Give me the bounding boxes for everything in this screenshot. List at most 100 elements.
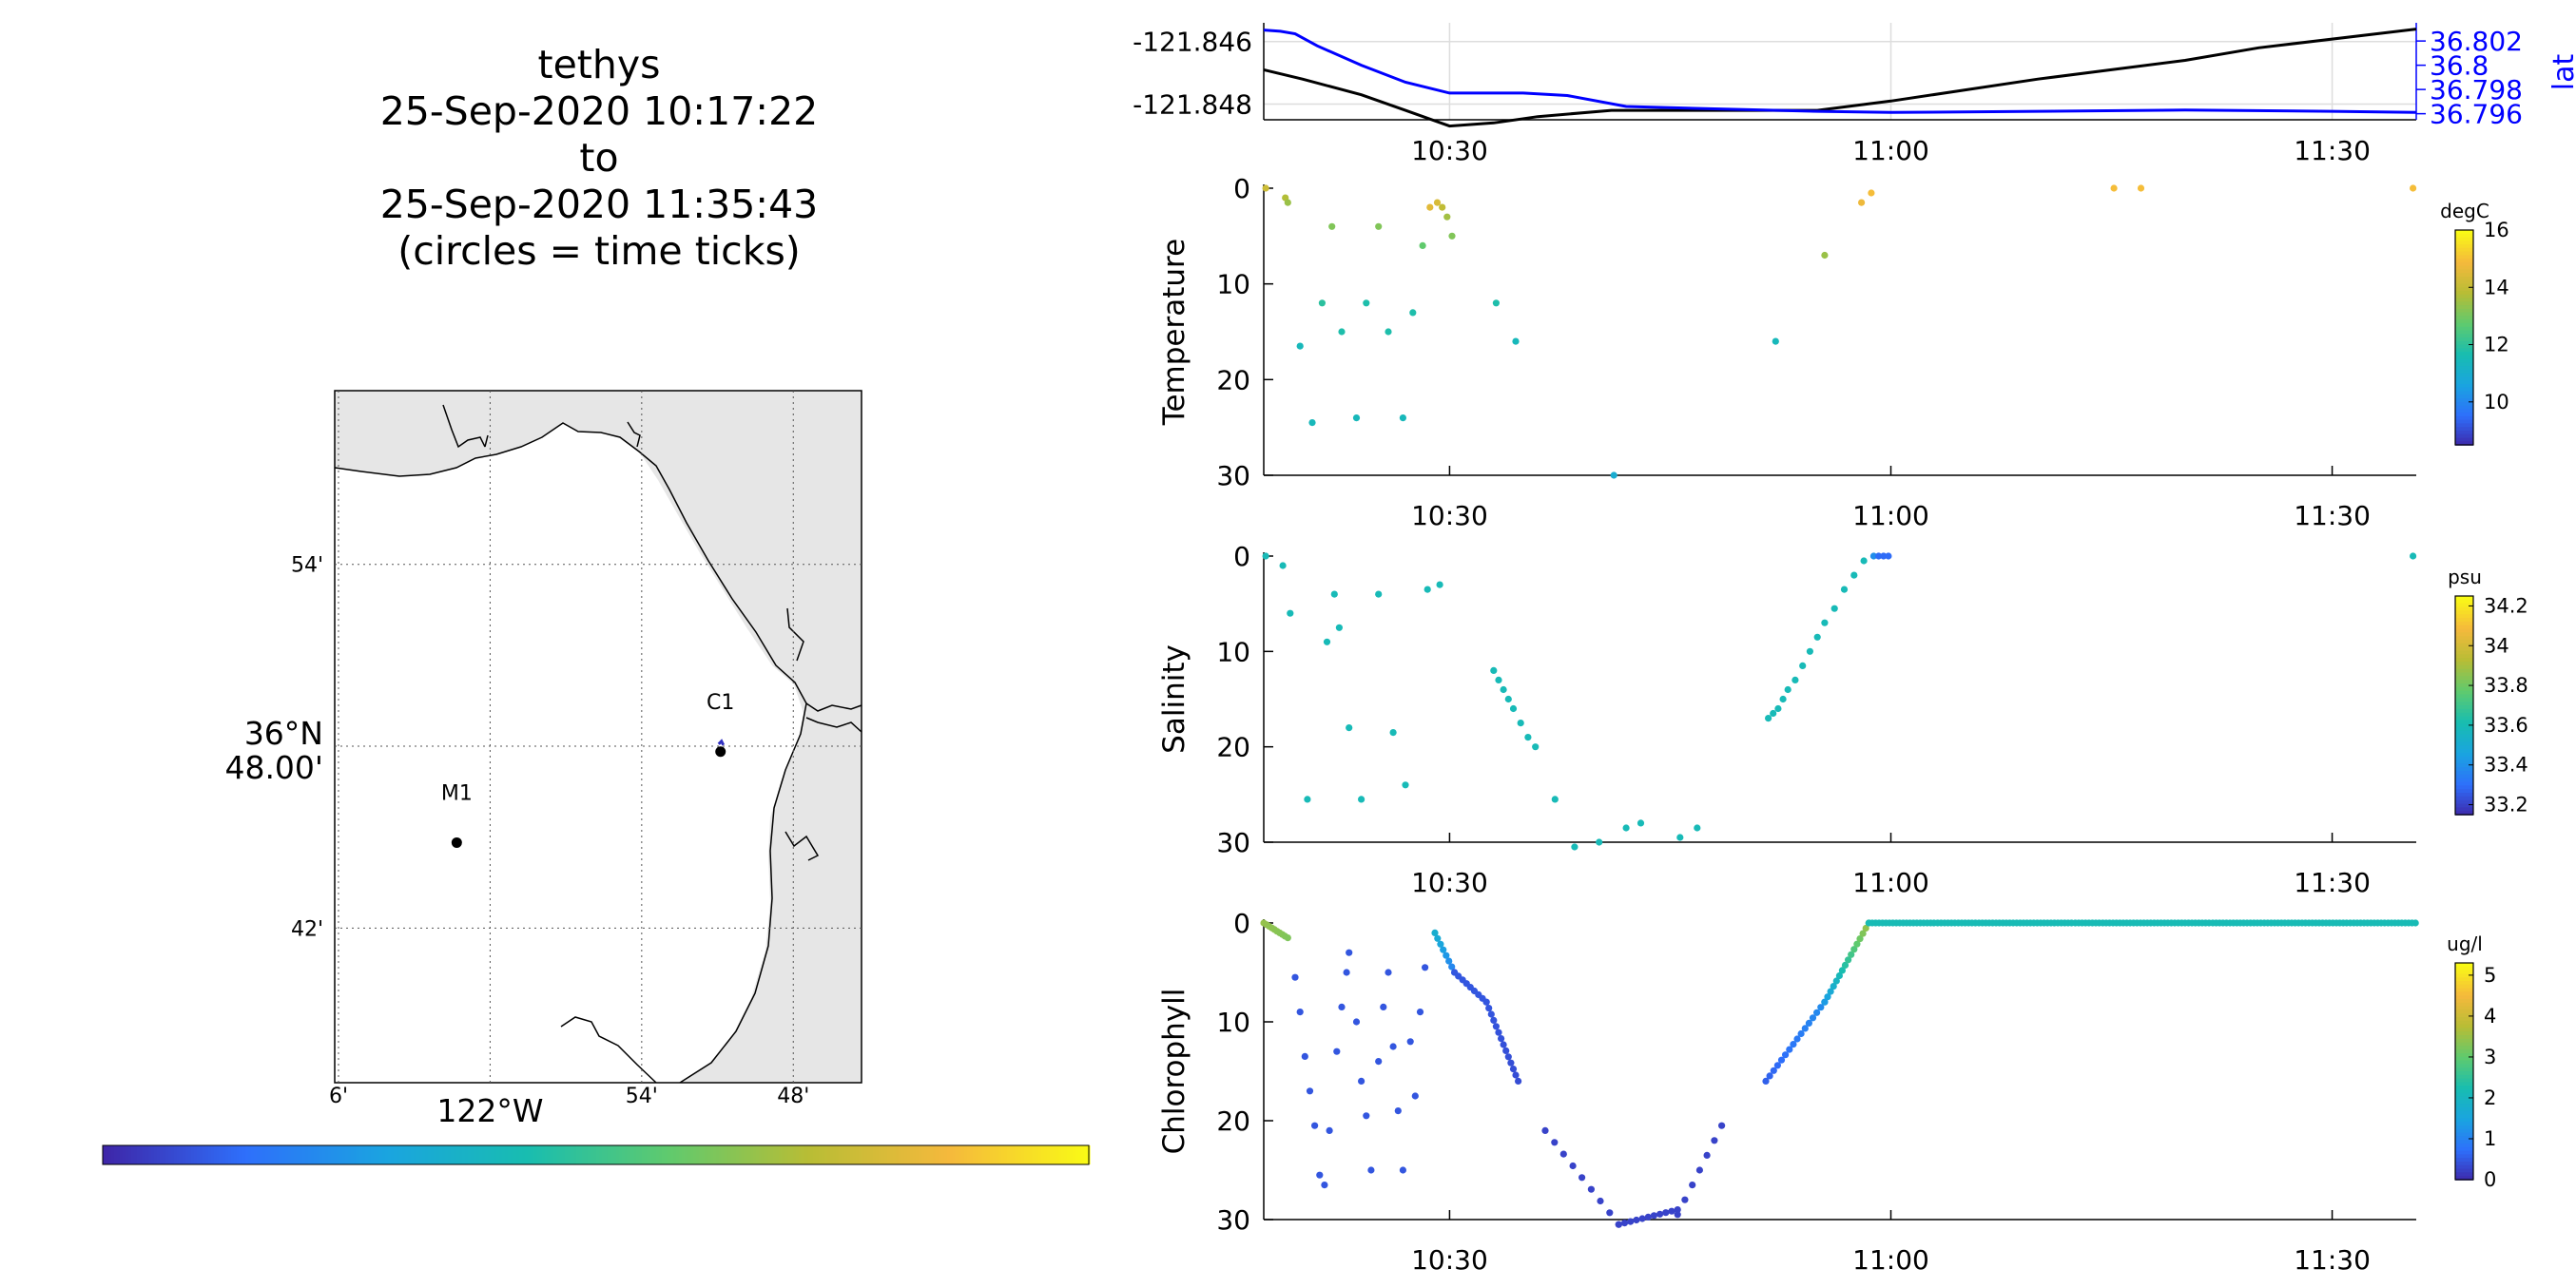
temperature-data-point — [1399, 414, 1406, 422]
colorbar-strip — [642, 1145, 646, 1164]
temperature-colorbar-tick-label: 16 — [2484, 219, 2509, 241]
map-lon-main-label: 122°W — [436, 1092, 543, 1129]
salinity-data-point — [1637, 819, 1645, 827]
salinity-data-point — [1784, 685, 1792, 694]
colorbar-strip — [385, 1145, 389, 1164]
colorbar-strip — [648, 1145, 651, 1164]
chlorophyll-data-point — [1681, 1196, 1689, 1203]
colorbar-strip — [636, 1145, 640, 1164]
chlorophyll-data-point — [1627, 1218, 1635, 1225]
salinity-data-point — [1389, 729, 1397, 737]
temperature-colorbar-strip — [2455, 427, 2473, 432]
colorbar-strip — [551, 1145, 554, 1164]
colorbar-strip — [428, 1145, 432, 1164]
temperature-data-point — [1512, 337, 1520, 345]
salinity-colorbar-tick-label: 33.4 — [2484, 754, 2528, 777]
colorbar-strip — [762, 1145, 765, 1164]
temperature-colorbar-strip — [2455, 251, 2473, 257]
temperature-colorbar-strip — [2455, 380, 2473, 385]
colorbar-strip — [853, 1145, 857, 1164]
chlorophyll-colorbar-strip — [2455, 1035, 2473, 1040]
colorbar-strip — [311, 1145, 315, 1164]
colorbar-strip — [223, 1145, 226, 1164]
salinity-colorbar-strip — [2455, 680, 2473, 684]
colorbar-strip — [710, 1145, 714, 1164]
salinity-data-point — [1323, 638, 1331, 645]
colorbar-strip — [633, 1145, 637, 1164]
colorbar-strip — [830, 1145, 834, 1164]
colorbar-strip — [553, 1145, 557, 1164]
chlorophyll-colorbar-strip — [2455, 995, 2473, 1000]
chlorophyll-y-tick-label: 0 — [1233, 908, 1250, 939]
salinity-colorbar-strip — [2455, 596, 2473, 601]
colorbar-strip — [1073, 1145, 1076, 1164]
chlorophyll-colorbar-strip — [2455, 1122, 2473, 1126]
title-vehicle: tethys — [537, 42, 661, 87]
colorbar-strip — [850, 1145, 854, 1164]
colorbar-strip — [294, 1145, 298, 1164]
colorbar-strip — [228, 1145, 232, 1164]
chlorophyll-colorbar-strip — [2455, 1092, 2473, 1098]
colorbar-strip — [901, 1145, 905, 1164]
chlorophyll-colorbar-strip — [2455, 1038, 2473, 1044]
colorbar-strip — [593, 1145, 597, 1164]
salinity-data-point — [1509, 704, 1518, 713]
chlorophyll-colorbar-strip — [2455, 1168, 2473, 1174]
colorbar-strip — [499, 1145, 503, 1164]
salinity-colorbar-strip — [2455, 793, 2473, 798]
monterey-peninsula-coast — [560, 1016, 657, 1084]
chlorophyll-data-point — [1338, 1003, 1346, 1010]
colorbar-strip — [796, 1145, 800, 1164]
chlorophyll-x-tick-label: 11:00 — [1852, 1244, 1929, 1276]
temperature-colorbar-strip — [2455, 334, 2473, 338]
colorbar-strip — [790, 1145, 794, 1164]
chlorophyll-colorbar-tick-label: 0 — [2484, 1168, 2496, 1191]
chlorophyll-colorbar-strip — [2455, 1017, 2473, 1022]
temperature-colorbar-strip — [2455, 433, 2473, 439]
salinity-colorbar-frame — [2454, 595, 2474, 816]
colorbar-strip — [533, 1145, 537, 1164]
temperature-data-point — [1772, 337, 1779, 345]
colorbar-strip — [665, 1145, 668, 1164]
colorbar-strip — [976, 1145, 979, 1164]
chlorophyll-data-point — [1813, 1009, 1821, 1016]
colorbar-strip — [787, 1145, 791, 1164]
colorbar-strip — [608, 1145, 611, 1164]
salinity-y-tick-label: 20 — [1216, 732, 1250, 763]
colorbar-strip — [662, 1145, 666, 1164]
temperature-colorbar-strip — [2455, 358, 2473, 364]
chlorophyll-colorbar-strip — [2455, 1176, 2473, 1181]
temperature-colorbar-strip — [2455, 419, 2473, 425]
temperature-data-point — [1284, 199, 1291, 206]
colorbar-strip — [950, 1145, 954, 1164]
chlorophyll-data-point — [1509, 1066, 1518, 1073]
chlorophyll-colorbar-strip — [2455, 1024, 2473, 1029]
salinity-data-point — [1504, 695, 1512, 703]
temperature-colorbar-strip — [2455, 291, 2473, 296]
temperature-colorbar-strip — [2455, 366, 2473, 371]
chlorophyll-data-point — [1786, 1046, 1793, 1053]
colorbar-strip — [585, 1145, 589, 1164]
temperature-colorbar-strip — [2455, 230, 2473, 235]
temperature-colorbar-strip — [2455, 394, 2473, 399]
chlorophyll-colorbar-strip — [2455, 984, 2473, 990]
chlorophyll-data-point — [1597, 1197, 1604, 1205]
chlorophyll-data-point — [1793, 1035, 1801, 1043]
colorbar-strip — [519, 1145, 523, 1164]
temperature-colorbar-strip — [2455, 398, 2473, 403]
colorbar-strip — [690, 1145, 694, 1164]
colorbar-strip — [904, 1145, 908, 1164]
colorbar-strip — [913, 1145, 917, 1164]
temperature-colorbar-strip — [2455, 305, 2473, 310]
chlorophyll-data-point — [1399, 1166, 1406, 1174]
chlorophyll-data-point — [1838, 967, 1846, 974]
chlorophyll-data-point — [1437, 940, 1444, 948]
temperature-data-point — [1868, 189, 1875, 197]
colorbar-strip — [670, 1145, 674, 1164]
colorbar-strip — [753, 1145, 757, 1164]
salinity-data-point — [1765, 715, 1772, 722]
colorbar-strip — [719, 1145, 723, 1164]
colorbar-strip — [650, 1145, 654, 1164]
colorbar-strip — [245, 1145, 249, 1164]
chlorophyll-data-point — [1559, 1150, 1567, 1158]
